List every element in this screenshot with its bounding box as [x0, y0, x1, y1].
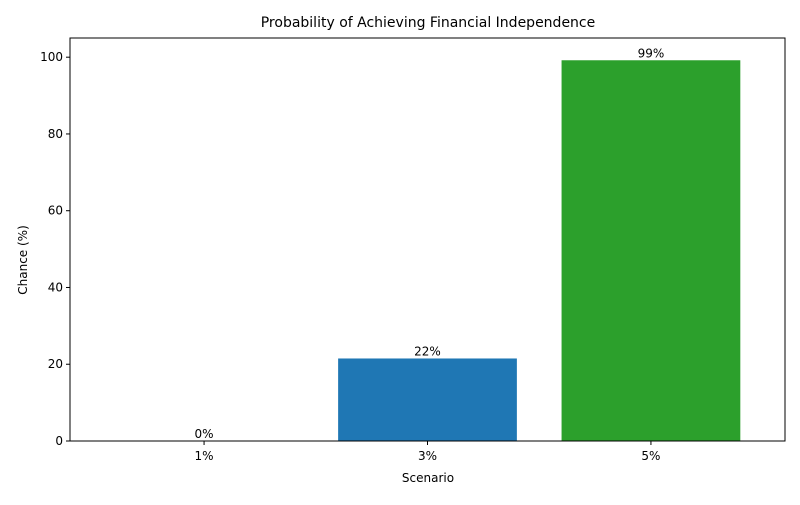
- x-tick-label-2: 3%: [418, 449, 437, 463]
- data-label-1: 0%: [195, 427, 214, 441]
- bar-2: [338, 358, 517, 441]
- y-tick-label-5: 80: [48, 127, 63, 141]
- x-tick-label-3: 5%: [641, 449, 660, 463]
- chart-title: Probability of Achieving Financial Indep…: [261, 15, 596, 31]
- bar-3: [561, 60, 741, 441]
- x-tick-label-1: 1%: [195, 449, 214, 463]
- y-tick-label-4: 60: [48, 204, 63, 218]
- data-label-3: 99%: [638, 46, 665, 60]
- x-axis-label: Scenario: [402, 471, 454, 485]
- y-tick-label-2: 20: [48, 357, 63, 371]
- plot-frame: [69, 37, 786, 442]
- y-tick-label-1: 0: [55, 434, 63, 448]
- plot-area: 0% 1% 22% 3% 99% 5% 0 20 40 60 80 100: [40, 37, 786, 463]
- data-label-2: 22%: [414, 344, 441, 358]
- y-tick-label-6: 100: [40, 50, 63, 64]
- y-axis-label: Chance (%): [16, 225, 30, 295]
- y-tick-label-3: 40: [48, 280, 63, 294]
